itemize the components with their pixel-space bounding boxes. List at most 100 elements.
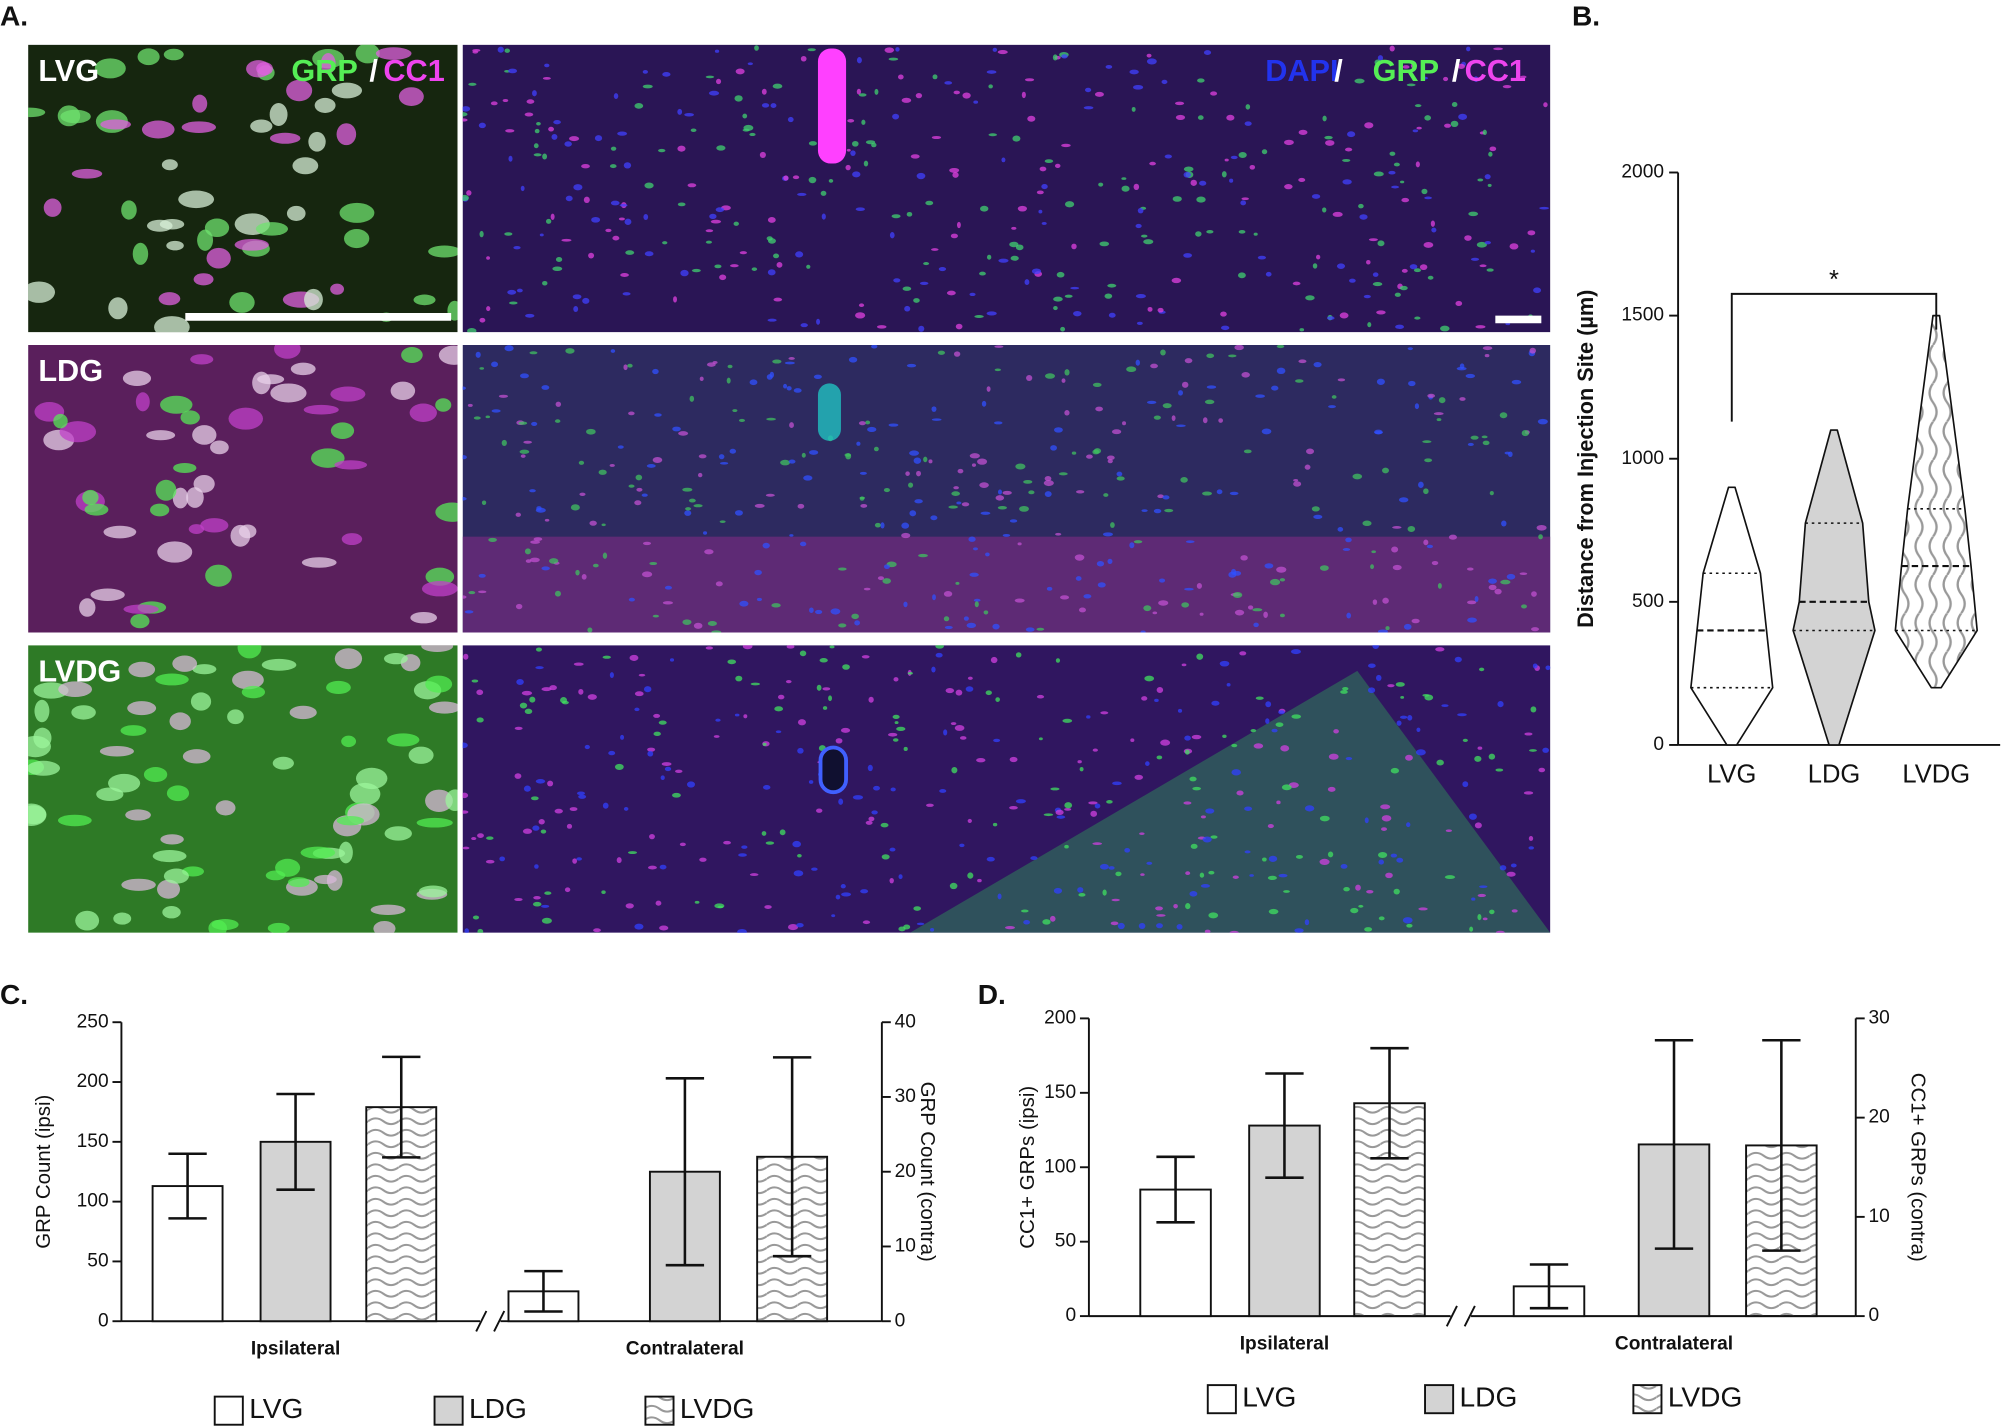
cell	[1180, 477, 1188, 483]
cell	[398, 87, 424, 106]
cell	[1511, 379, 1522, 385]
cell	[901, 97, 912, 103]
cell	[564, 141, 572, 147]
cell	[661, 762, 672, 766]
cell	[1102, 889, 1107, 896]
cell	[1294, 928, 1304, 933]
cell	[1278, 710, 1285, 715]
cell	[1421, 188, 1428, 195]
cell	[965, 686, 974, 692]
cell	[858, 93, 867, 97]
cell	[1476, 241, 1487, 248]
cell	[587, 694, 597, 700]
cell	[173, 462, 197, 474]
cell	[846, 148, 851, 152]
cell	[1488, 584, 1497, 591]
cell	[1372, 272, 1379, 277]
cell	[1236, 790, 1244, 796]
cell	[100, 119, 131, 130]
cell	[624, 218, 632, 225]
legend-swatch	[1424, 1384, 1455, 1415]
error-bar	[1370, 1046, 1409, 1160]
cell	[583, 196, 590, 204]
cell	[1107, 459, 1113, 464]
cell	[762, 785, 771, 790]
cell	[916, 470, 921, 477]
cell	[1129, 69, 1139, 75]
cell	[946, 290, 956, 296]
cell	[618, 217, 625, 221]
cell	[1520, 75, 1527, 79]
cell	[1401, 197, 1410, 203]
y-axis-label: CC1+ GRPs (ipsi)	[1016, 1086, 1039, 1249]
cell	[1145, 761, 1150, 766]
cell	[1052, 54, 1058, 61]
cell	[943, 616, 950, 622]
cell	[1474, 755, 1482, 762]
cell	[1210, 835, 1218, 839]
cell	[584, 744, 590, 750]
cell	[1312, 263, 1318, 269]
cell	[1098, 182, 1104, 187]
cell	[538, 819, 545, 825]
cell	[1340, 690, 1348, 694]
cell	[914, 499, 923, 504]
cell	[1538, 534, 1543, 540]
cell	[1196, 583, 1202, 589]
cell	[1144, 675, 1155, 682]
cell	[1305, 295, 1315, 301]
stain-label: GRP	[291, 54, 357, 88]
cell	[525, 313, 535, 318]
cell	[330, 422, 355, 440]
cell	[605, 228, 612, 233]
cell	[953, 90, 960, 95]
cell	[549, 558, 559, 564]
cell	[1110, 522, 1115, 528]
cell	[1172, 196, 1182, 202]
cell	[1521, 430, 1529, 437]
cell	[1100, 711, 1109, 715]
cell	[1153, 508, 1162, 514]
cell	[180, 410, 200, 425]
cell	[1406, 822, 1411, 828]
cell	[370, 904, 406, 916]
cell	[1403, 623, 1412, 630]
cell	[1295, 379, 1304, 383]
cell	[1342, 548, 1351, 551]
y2-axis-label: CC1+ GRPs (contra)	[1907, 1073, 1930, 1262]
cell	[1160, 349, 1166, 356]
cell	[617, 131, 628, 136]
cell	[514, 773, 522, 779]
cell	[800, 55, 807, 62]
cell	[715, 581, 723, 587]
cell	[1393, 888, 1400, 895]
cell	[515, 603, 523, 610]
cell	[863, 587, 871, 591]
cell	[1511, 909, 1518, 913]
cell	[986, 386, 991, 392]
cell	[269, 132, 301, 144]
cell	[1026, 375, 1033, 381]
cell	[1261, 149, 1268, 155]
cell	[488, 537, 497, 542]
cell	[1489, 146, 1497, 152]
cell	[241, 685, 266, 699]
cell	[121, 200, 137, 220]
cell	[895, 47, 900, 52]
cell	[1050, 787, 1060, 791]
cell	[609, 463, 615, 467]
cell	[1185, 540, 1195, 544]
cell	[873, 446, 879, 452]
cell	[544, 63, 550, 68]
cell	[425, 789, 453, 813]
cell	[796, 922, 804, 928]
cell	[889, 847, 896, 852]
cell	[664, 766, 672, 772]
row-label: LDG	[38, 354, 103, 388]
cell	[994, 368, 1001, 372]
cell	[1245, 104, 1251, 110]
cell	[255, 222, 289, 236]
cell	[1359, 214, 1368, 220]
cell	[881, 854, 890, 860]
cell	[638, 673, 646, 677]
